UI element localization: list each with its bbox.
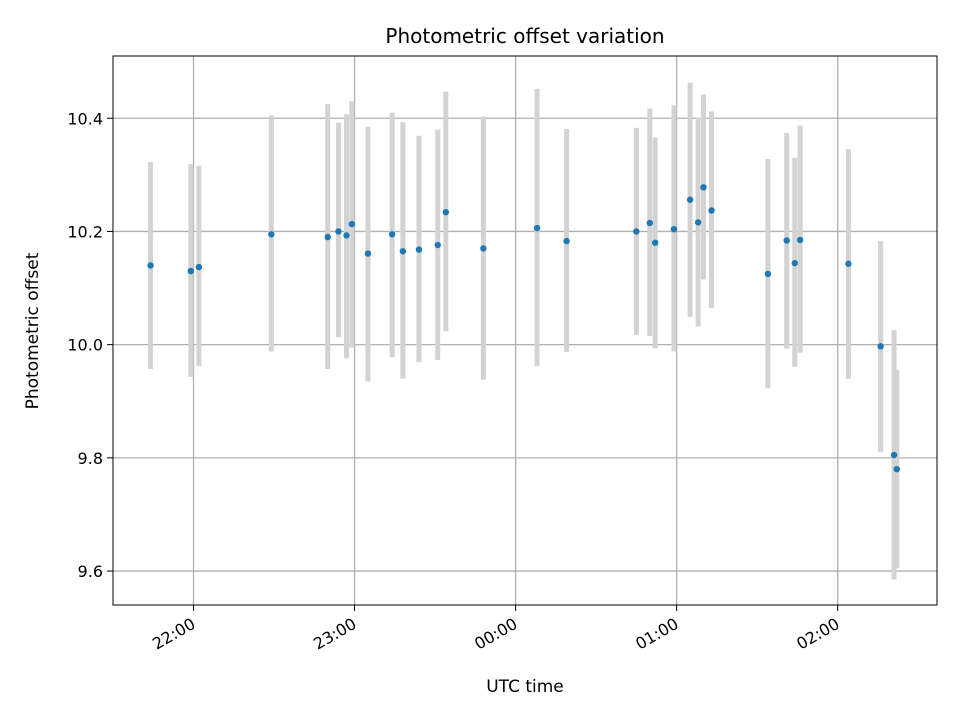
data-point (399, 248, 407, 255)
data-point (845, 260, 852, 267)
grid (113, 56, 937, 605)
data-point (877, 343, 884, 350)
data-point (890, 451, 898, 459)
data-point (480, 245, 487, 252)
data-point (791, 259, 798, 267)
chart-title: Photometric offset variation (385, 24, 664, 48)
y-tick-label: 10.0 (67, 336, 103, 355)
data-point (415, 246, 423, 253)
data-point (783, 237, 790, 244)
data-point (686, 196, 694, 203)
data-point (147, 262, 154, 269)
data-point (694, 219, 702, 226)
y-tick-label: 10.4 (67, 109, 103, 128)
data-point (335, 228, 342, 235)
data-point (563, 237, 570, 245)
y-tick-label: 10.2 (67, 222, 103, 241)
data-point (434, 241, 441, 249)
data-point (364, 250, 372, 257)
data-point (442, 209, 450, 216)
data-point (893, 465, 900, 473)
data-point (388, 231, 396, 238)
plot-frame (112, 55, 938, 606)
data-point (670, 225, 678, 233)
data-points (147, 184, 900, 473)
plot-area-background (113, 56, 937, 605)
y-axis-label: Photometric offset (23, 252, 43, 409)
data-point (633, 228, 640, 235)
x-axis-label: UTC time (486, 677, 564, 697)
data-point (348, 220, 356, 228)
data-point (324, 233, 331, 241)
data-point (700, 184, 707, 191)
data-point (533, 224, 541, 232)
y-tick-label: 9.6 (78, 562, 103, 581)
data-point (195, 263, 203, 271)
data-point (343, 232, 350, 239)
data-point (651, 239, 659, 246)
y-tick-label: 9.8 (78, 449, 103, 468)
data-point (796, 236, 804, 244)
data-point (187, 267, 195, 275)
data-point (764, 270, 772, 278)
data-point (646, 219, 654, 227)
data-point (268, 231, 275, 238)
data-point (708, 207, 715, 214)
